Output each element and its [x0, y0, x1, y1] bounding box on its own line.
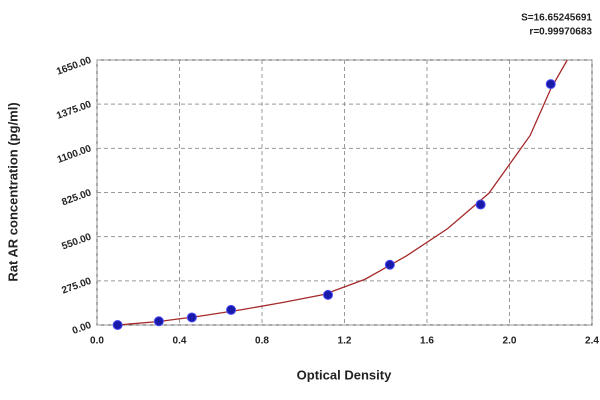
x-tick-label: 0.4: [173, 336, 187, 347]
y-tick-label: 1375.00: [55, 99, 93, 122]
x-axis-title: Optical Density: [297, 367, 392, 382]
data-point: [112, 320, 123, 330]
data-point: [475, 199, 486, 210]
x-tick-label: 2.0: [503, 336, 517, 347]
y-tick-label: 275.00: [60, 276, 93, 297]
data-point: [323, 289, 333, 300]
data-point: [153, 316, 164, 327]
y-axis-title: Rat AR concentration (pg/ml): [5, 102, 20, 281]
data-point: [384, 259, 395, 270]
annotation: r=0.99970683: [529, 27, 592, 38]
data-point: [186, 312, 197, 323]
x-tick-label: 0.8: [255, 336, 269, 347]
y-tick-label: 550.00: [60, 231, 93, 252]
x-tick-label: 1.2: [338, 336, 352, 347]
annotation: S=16.65245691: [521, 13, 592, 24]
y-tick-label: 1100.00: [56, 143, 94, 166]
x-tick-label: 1.6: [420, 336, 434, 347]
data-point: [545, 79, 556, 90]
y-tick-label: 0.00: [71, 320, 93, 337]
x-tick-label: 2.4: [585, 336, 599, 347]
data-point: [226, 304, 237, 315]
y-tick-label: 825.00: [60, 187, 93, 208]
y-tick-label: 1650.00: [55, 55, 93, 78]
x-tick-label: 0.0: [90, 336, 104, 347]
fit-curve: [117, 59, 568, 326]
